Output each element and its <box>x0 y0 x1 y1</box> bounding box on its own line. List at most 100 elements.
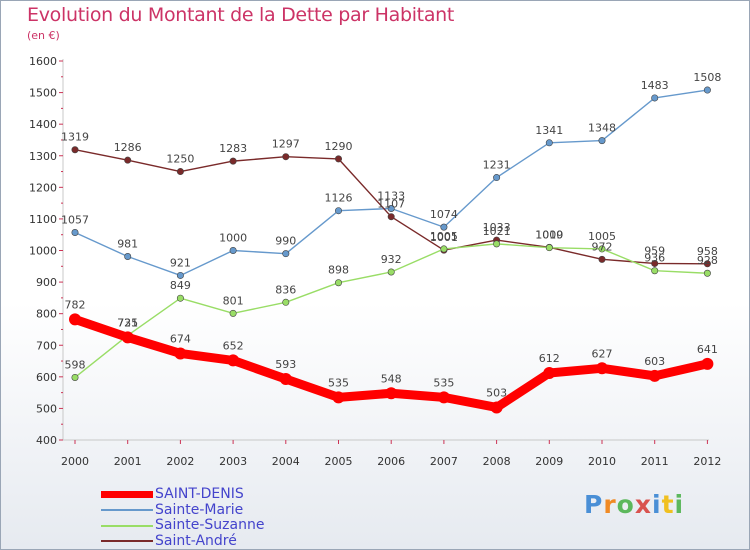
data-point <box>334 155 342 163</box>
y-tick-label: 900 <box>36 276 57 289</box>
y-tick-label: 400 <box>36 434 57 447</box>
data-label: 674 <box>170 332 191 345</box>
data-label: 1074 <box>430 208 458 221</box>
data-point <box>227 354 240 367</box>
legend-swatch <box>101 491 153 499</box>
y-tick-label: 800 <box>36 308 57 321</box>
data-point <box>387 268 395 276</box>
y-tick-label: 1000 <box>29 245 57 258</box>
proxiti-logo: Proxiti <box>584 490 684 519</box>
data-point <box>71 373 79 381</box>
x-tick-label: 2011 <box>641 455 669 468</box>
logo-letter: o <box>616 490 635 519</box>
logo-letter: x <box>634 490 652 519</box>
data-label: 936 <box>644 252 665 265</box>
y-tick-label: 700 <box>36 339 57 352</box>
data-point <box>229 247 237 255</box>
data-point <box>651 267 659 275</box>
data-label: 548 <box>381 372 402 385</box>
data-label: 627 <box>592 347 613 360</box>
data-label: 1231 <box>483 159 511 172</box>
data-point <box>598 137 606 145</box>
data-point <box>545 244 553 252</box>
legend-item-saint-andre: Saint-André <box>101 533 264 550</box>
y-tick-label: 1400 <box>29 118 57 131</box>
data-label: 972 <box>592 240 613 253</box>
data-point <box>385 387 398 400</box>
data-label: 1033 <box>483 221 511 234</box>
data-point <box>598 255 606 263</box>
series-line-sainte-marie <box>74 89 709 277</box>
data-label: 1009 <box>535 229 563 242</box>
data-label: 1348 <box>588 122 616 135</box>
data-label: 598 <box>65 358 86 371</box>
data-point <box>282 298 290 306</box>
data-point <box>229 309 237 317</box>
data-label: 1021 <box>483 225 511 238</box>
chart-unit: (en €) <box>27 29 60 42</box>
data-label: 652 <box>223 339 244 352</box>
x-tick-label: 2012 <box>693 455 721 468</box>
data-point <box>334 279 342 287</box>
data-label: 603 <box>644 355 665 368</box>
legend-item-saint-denis: SAINT-DENIS <box>101 487 264 503</box>
x-tick-label: 2001 <box>114 455 142 468</box>
data-label: 990 <box>275 235 296 248</box>
data-label: 959 <box>644 244 665 257</box>
y-tick-label: 1500 <box>29 87 57 100</box>
data-label: 1126 <box>325 192 353 205</box>
data-point <box>387 204 395 212</box>
data-point <box>703 260 711 268</box>
data-label: 849 <box>170 279 191 292</box>
legend-swatch <box>101 524 153 527</box>
data-label: 1286 <box>114 141 142 154</box>
data-label: 725 <box>117 316 138 329</box>
logo-letter: t <box>661 490 675 519</box>
data-label: 1010 <box>535 228 563 241</box>
data-label: 1005 <box>430 230 458 243</box>
data-point <box>651 94 659 102</box>
data-point <box>543 367 556 380</box>
data-point <box>387 213 395 221</box>
data-point <box>437 391 450 404</box>
data-label: 593 <box>275 358 296 371</box>
data-label: 981 <box>117 238 138 251</box>
data-point <box>282 250 290 258</box>
data-label: 1133 <box>377 189 405 202</box>
data-point <box>174 347 187 360</box>
data-point <box>493 174 501 182</box>
data-point <box>334 207 342 215</box>
y-tick-label: 500 <box>36 402 57 415</box>
data-label: 731 <box>117 316 138 329</box>
data-point <box>121 331 134 344</box>
data-point <box>69 313 81 326</box>
logo-letter: P <box>584 490 604 519</box>
data-label: 612 <box>539 352 560 365</box>
y-tick-label: 600 <box>36 371 57 384</box>
data-point <box>651 259 659 267</box>
data-label: 1283 <box>219 142 247 155</box>
data-point <box>440 223 448 231</box>
data-point <box>701 357 714 370</box>
data-label: 1250 <box>166 153 194 166</box>
data-label: 958 <box>697 245 718 258</box>
data-label: 932 <box>381 253 402 266</box>
data-label: 1057 <box>61 213 89 226</box>
y-tick-label: 1100 <box>29 213 57 226</box>
data-point <box>282 153 290 161</box>
x-tick-label: 2010 <box>588 455 616 468</box>
data-point <box>176 294 184 302</box>
data-label: 503 <box>486 386 507 399</box>
x-tick-label: 2004 <box>272 455 300 468</box>
x-tick-label: 2000 <box>61 455 89 468</box>
data-label: 1107 <box>377 198 405 211</box>
data-point <box>493 240 501 248</box>
x-tick-label: 2002 <box>166 455 194 468</box>
data-point <box>124 156 132 164</box>
data-point <box>176 168 184 176</box>
data-label: 1341 <box>535 124 563 137</box>
y-tick-label: 1300 <box>29 150 57 163</box>
legend-label: Sainte-Suzanne <box>155 517 265 534</box>
logo-letter: r <box>603 490 617 519</box>
